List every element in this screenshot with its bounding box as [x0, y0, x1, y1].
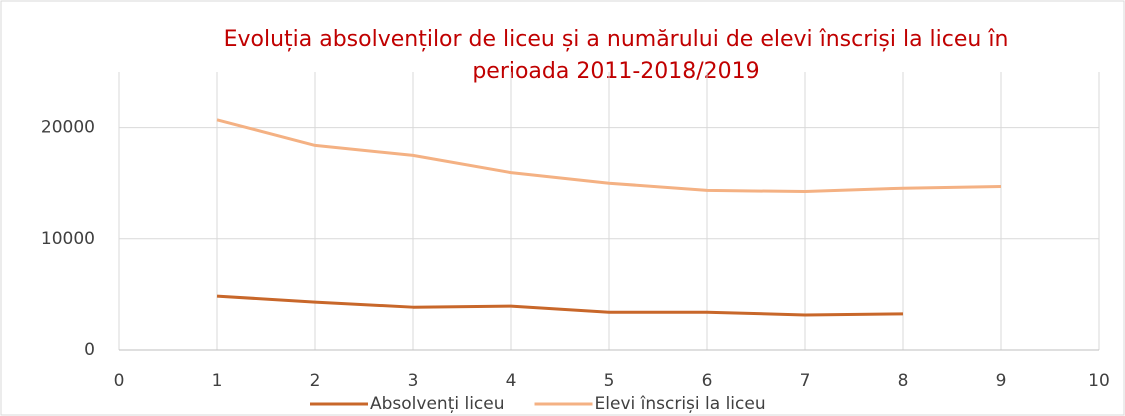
x-tick-label: 9 — [996, 371, 1007, 391]
x-tick-label: 8 — [898, 371, 909, 391]
x-tick-label: 1 — [212, 371, 223, 391]
y-tick-label: 0 — [84, 340, 95, 360]
series-line — [216, 118, 1002, 194]
chart-title: Evoluția absolvenților de liceu și a num… — [224, 27, 1009, 52]
y-tick-label: 20000 — [41, 118, 95, 138]
x-tick-label: 0 — [114, 371, 125, 391]
x-tick-label: 10 — [1088, 371, 1110, 391]
x-tick-label: 6 — [702, 371, 713, 391]
x-tick-label: 3 — [408, 371, 419, 391]
legend-label: Absolvenți liceu — [370, 394, 505, 414]
chart-title: perioada 2011-2018/2019 — [472, 59, 759, 84]
y-tick-label: 10000 — [41, 229, 95, 249]
series-line — [216, 294, 904, 317]
x-tick-label: 7 — [800, 371, 811, 391]
legend-label: Elevi înscriși la liceu — [595, 394, 766, 414]
x-tick-label: 4 — [506, 371, 517, 391]
x-tick-label: 2 — [310, 371, 321, 391]
x-tick-label: 5 — [604, 371, 615, 391]
